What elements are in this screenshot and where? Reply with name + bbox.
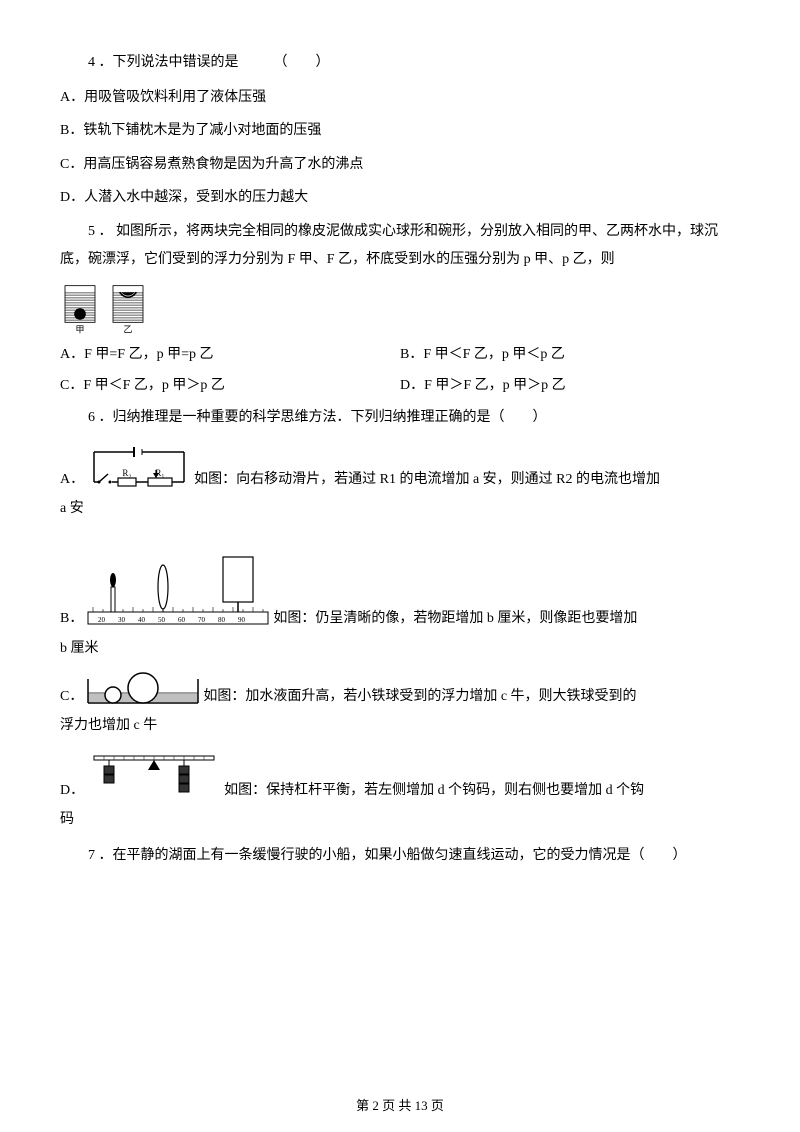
q6-option-b-row: B． 20 30 40 50 60 70 80 90 如图：仍呈 (60, 532, 740, 632)
q6-option-c-row: C． 如图：加水液面升高，若小铁球受到的浮力增加 c 牛，则大铁球受到的 (60, 671, 740, 709)
q4-option-b: B．铁轨下铺枕木是为了减小对地面的压强 (60, 118, 740, 143)
q6-c-prefix: C． (60, 684, 83, 709)
q6-c-cont: 浮力也增加 c 牛 (60, 713, 740, 738)
q7-stem: 7 ．在平静的湖面上有一条缓慢行驶的小船，如果小船做匀速直线运动，它的受力情况是… (60, 842, 740, 870)
optics-bench-icon: 20 30 40 50 60 70 80 90 (83, 532, 273, 632)
q5-figure: 甲 乙 (60, 284, 740, 334)
water-balls-icon (83, 671, 203, 709)
q4-option-c: C．用高压锅容易煮熟食物是因为升高了水的沸点 (60, 152, 740, 177)
q6-d-cont: 码 (60, 807, 740, 832)
q5-options-row1: A．F 甲=F 乙，p 甲=p 乙 B．F 甲＜F 乙，p 甲＜p 乙 (60, 342, 740, 367)
svg-text:60: 60 (178, 616, 186, 624)
page-footer: 第 2 页 共 13 页 (0, 1094, 800, 1117)
q6-d-prefix: D． (60, 778, 84, 803)
q5-option-b: B．F 甲＜F 乙，p 甲＜p 乙 (400, 342, 740, 367)
q5-beaker-jia-icon: 甲 (60, 284, 100, 334)
q5-options-row2: C．F 甲＜F 乙，p 甲＞p 乙 D．F 甲＞F 乙，p 甲＞p 乙 (60, 373, 740, 398)
svg-text:20: 20 (98, 616, 106, 624)
q6-b-text: 如图：仍呈清晰的像，若物距增加 b 厘米，则像距也要增加 (273, 606, 637, 631)
q5-stem: 5 ． 如图所示，将两块完全相同的橡皮泥做成实心球形和碗形，分别放入相同的甲、乙… (60, 218, 740, 274)
svg-text:乙: 乙 (123, 324, 132, 334)
q6-stem: 6 ．归纳推理是一种重要的科学思维方法．下列归纳推理正确的是（ ） (60, 404, 740, 432)
q6-b-cont: b 厘米 (60, 636, 740, 661)
q5-option-d: D．F 甲＞F 乙，p 甲＞p 乙 (400, 373, 740, 398)
q6-a-text: 如图：向右移动滑片，若通过 R1 的电流增加 a 安，则通过 R2 的电流也增加 (194, 467, 660, 492)
q6-option-d-row: D． 如图：保持杠杆平衡，若左侧增加 d 个钩码，则右侧也要增加 d 个钩 (60, 748, 740, 803)
q6-a-prefix: A． (60, 467, 84, 492)
q4-stem: 4 ．下列说法中错误的是 （ ） (60, 50, 740, 75)
circuit-icon: R₂ R₁ (84, 442, 194, 492)
svg-text:R₂: R₂ (123, 468, 132, 478)
q6-d-text: 如图：保持杠杆平衡，若左侧增加 d 个钩码，则右侧也要增加 d 个钩 (224, 778, 644, 803)
q4-option-a: A．用吸管吸饮料利用了液体压强 (60, 85, 740, 110)
lever-icon (84, 748, 224, 803)
svg-text:80: 80 (218, 616, 226, 624)
svg-text:90: 90 (238, 616, 246, 624)
svg-text:甲: 甲 (75, 324, 84, 334)
q5-option-c: C．F 甲＜F 乙，p 甲＞p 乙 (60, 373, 400, 398)
q4-option-d: D．人潜入水中越深，受到水的压力越大 (60, 185, 740, 210)
q6-option-a-row: A． R₂ R₁ 如图：向右移动滑片，若通过 R1 的电流增加 a 安，则通过 … (60, 442, 740, 492)
q5-option-a: A．F 甲=F 乙，p 甲=p 乙 (60, 342, 400, 367)
svg-text:70: 70 (198, 616, 206, 624)
q5-beaker-yi-icon: 乙 (108, 284, 148, 334)
svg-text:30: 30 (118, 616, 126, 624)
svg-text:40: 40 (138, 616, 146, 624)
q6-c-text: 如图：加水液面升高，若小铁球受到的浮力增加 c 牛，则大铁球受到的 (203, 684, 636, 709)
q6-a-cont: a 安 (60, 496, 740, 521)
q6-b-prefix: B． (60, 606, 83, 631)
svg-text:50: 50 (158, 616, 166, 624)
